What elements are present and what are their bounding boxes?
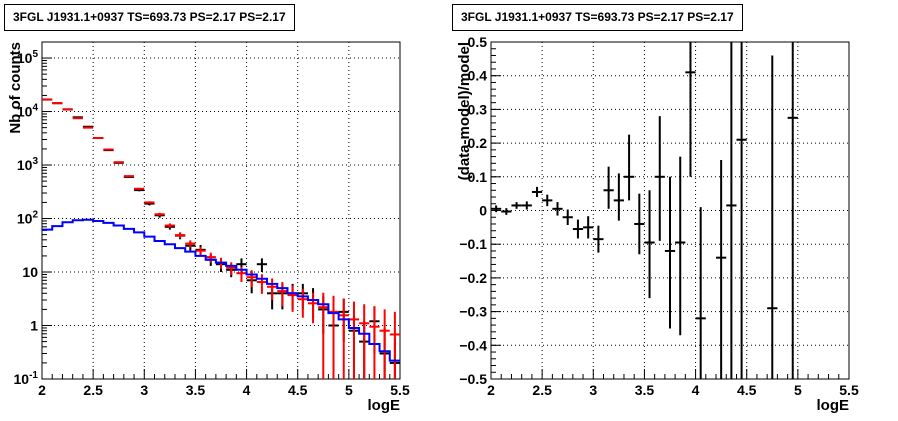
right-y-tick-label: −0.2 <box>459 270 487 286</box>
left-x-tick-label: 5 <box>345 382 353 398</box>
left-y-axis-title: Nb of counts <box>7 42 24 134</box>
left-y-tick-label: 1 <box>30 318 38 334</box>
model-step-line <box>42 218 400 362</box>
model-series <box>42 98 400 379</box>
left-chart-title: 3FGL J1931.1+0937 TS=693.73 PS=2.17 PS=2… <box>4 4 295 31</box>
right-y-tick-label: 0.5 <box>468 34 488 50</box>
left-y-tick-label: 105 <box>17 49 39 66</box>
right-y-tick-label: 0.4 <box>468 68 488 84</box>
right-x-tick-label: 3.5 <box>635 382 655 398</box>
left-x-axis-title: logE <box>368 397 401 414</box>
right-y-tick-label: 0.2 <box>468 135 488 151</box>
right-x-axis-title: logE <box>817 397 850 414</box>
left-y-tick-label: 104 <box>17 103 39 120</box>
left-x-tick-label: 5.5 <box>390 382 410 398</box>
right-y-tick-label: −0.3 <box>459 304 487 320</box>
left-x-tick-label: 3 <box>140 382 148 398</box>
right-x-tick-label: 4 <box>692 382 700 398</box>
left-x-tick-label: 4.5 <box>288 382 308 398</box>
right-x-tick-label: 5 <box>794 382 802 398</box>
right-y-tick-label: 0.3 <box>468 101 488 117</box>
right-y-tick-label: −0.4 <box>459 337 487 353</box>
left-y-tick-label: 10 <box>22 264 38 280</box>
right-y-axis-title: (data-model)/model <box>456 42 473 180</box>
left-y-tick-label: 102 <box>17 210 39 227</box>
right-chart-title: 3FGL J1931.1+0937 TS=693.73 PS=2.17 PS=2… <box>452 4 743 31</box>
right-x-tick-label: 3 <box>589 382 597 398</box>
left-x-tick-label: 2 <box>38 382 46 398</box>
right-x-tick-label: 5.5 <box>839 382 859 398</box>
data-series <box>491 42 798 379</box>
right-x-tick-label: 4.5 <box>737 382 757 398</box>
right-y-tick-label: −0.1 <box>459 236 487 252</box>
right-y-tick-label: −0.5 <box>459 371 487 387</box>
left-x-tick-label: 3.5 <box>186 382 206 398</box>
right-y-tick-label: 0.1 <box>468 169 488 185</box>
right-x-tick-label: 2 <box>487 382 495 398</box>
right-y-tick-label: 0 <box>479 203 487 219</box>
left-y-tick-label: 10-1 <box>14 370 39 387</box>
left-y-tick-label: 103 <box>17 156 39 173</box>
left-x-tick-label: 4 <box>243 382 251 398</box>
right-x-tick-label: 2.5 <box>532 382 552 398</box>
left-plot-frame <box>41 41 401 380</box>
left-x-tick-label: 2.5 <box>83 382 103 398</box>
